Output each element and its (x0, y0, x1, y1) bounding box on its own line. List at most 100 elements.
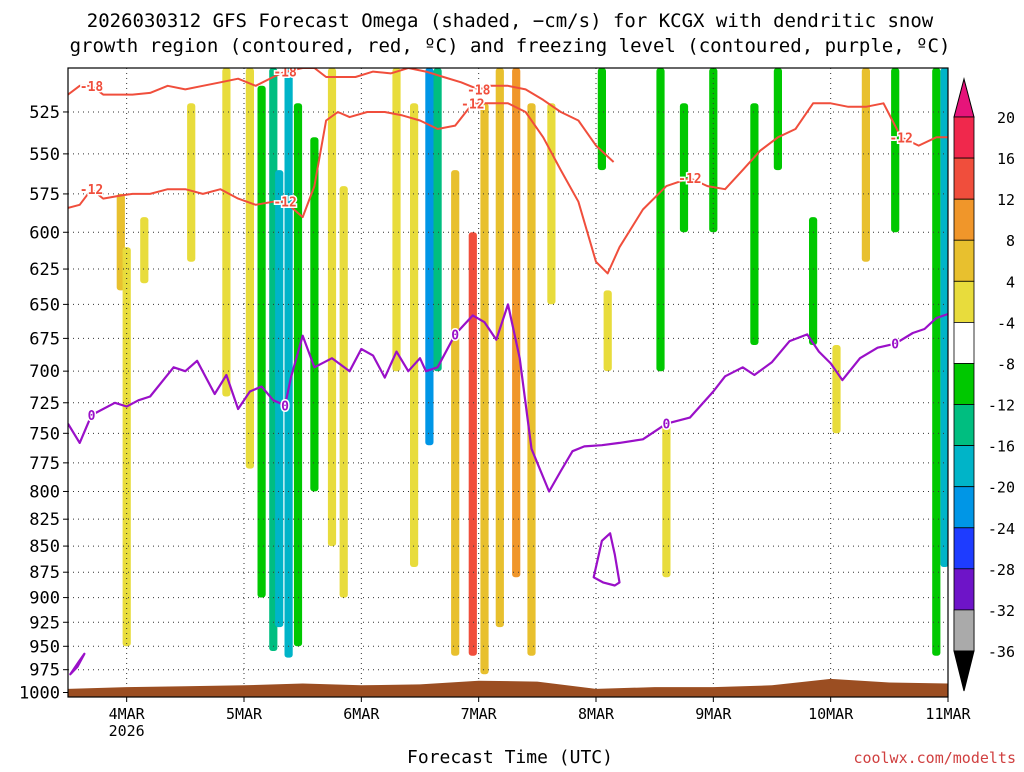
isotherm-label: -12 (80, 183, 103, 198)
y-tick-label: 575 (29, 185, 60, 205)
omega-shade (257, 85, 266, 598)
isotherm-label: -18 (467, 83, 491, 98)
colorbar-label: -12 (988, 397, 1015, 415)
omega-shade (187, 103, 196, 262)
x-tick-sublabel: 2026 (109, 722, 145, 740)
x-tick-label: 6MAR (343, 705, 380, 723)
omega-shade (932, 68, 941, 656)
omega-shade (480, 103, 489, 675)
isotherm-line (68, 68, 615, 163)
omega-shade (603, 290, 612, 372)
freezing-level-label: 0 (662, 418, 670, 433)
colorbar-overflow-triangle (953, 77, 975, 118)
omega-shade (327, 68, 337, 547)
colorbar-bin (953, 280, 975, 323)
x-tick-label: 5MAR (226, 705, 263, 723)
y-tick-label: 525 (29, 103, 60, 123)
x-tick-label: 11MAR (925, 705, 971, 723)
colorbar-label: -16 (988, 438, 1015, 456)
chart-title-line2: growth region (contoured, red, ºC) and f… (70, 35, 951, 57)
y-tick-label: 650 (29, 295, 60, 315)
colorbar-label: 20 (997, 109, 1015, 127)
colorbar-bin (953, 239, 975, 282)
omega-shade (468, 232, 477, 656)
colorbar-bin (953, 527, 975, 570)
y-tick-label: 675 (29, 329, 60, 349)
colorbar-label: -4 (997, 314, 1015, 332)
y-axis: 525 550 575 600 625 650 675 700 725 750 775 800 825 8… (19, 103, 68, 704)
colorbar-label: -8 (997, 356, 1015, 374)
plot-frame (67, 67, 949, 698)
isotherm-label: -12 (678, 172, 701, 187)
colorbar-bin (953, 157, 975, 200)
x-tick-label: 7MAR (461, 705, 498, 723)
isotherm-label: -12 (889, 131, 912, 146)
colorbar-bin (953, 363, 975, 405)
colorbar-bin (953, 568, 975, 611)
omega-shade (832, 345, 841, 434)
y-tick-label: 550 (29, 145, 60, 165)
y-tick-label: 625 (29, 260, 60, 280)
y-tick-label: 750 (29, 424, 60, 444)
omega-shade (679, 103, 689, 233)
freezing-level-label: 0 (451, 328, 459, 343)
omega-shade (275, 170, 284, 628)
y-tick-label: 825 (29, 510, 60, 530)
omega-shade (339, 186, 348, 598)
colorbar-label: 12 (997, 191, 1015, 209)
freezing-level-closed-contour (592, 532, 621, 587)
freezing-level-line (68, 303, 948, 493)
colorbar-bin (953, 609, 975, 652)
x-tick-label: 9MAR (695, 705, 732, 723)
y-tick-label: 850 (29, 537, 60, 557)
terrain-fill (68, 678, 948, 697)
colorbar-underflow-triangle (953, 650, 975, 692)
colorbar-label: -32 (988, 602, 1015, 620)
omega-shade (122, 247, 131, 647)
y-tick-label: 700 (29, 362, 60, 382)
y-tick-label: 875 (29, 563, 60, 583)
colorbar-bin (953, 486, 975, 529)
credit-text: coolwx.com/modelts (853, 749, 1016, 767)
omega-shade (495, 68, 504, 628)
colorbar-label: -36 (988, 643, 1015, 661)
x-axis-title: Forecast Time (UTC) (407, 747, 613, 768)
y-tick-label: 800 (29, 483, 60, 503)
isotherm-label: -12 (461, 97, 484, 112)
colorbar-bin (953, 116, 975, 159)
y-tick-label: 775 (29, 454, 60, 474)
isotherm-label: -12 (273, 196, 296, 211)
colorbar-legend: 20 16 12 8 4 -4 -8 -12 -16 -20 -24 -28 -32 -36 (953, 77, 1015, 692)
omega-shade (293, 103, 303, 647)
colorbar-label: 8 (1006, 232, 1015, 250)
x-tick-label: 4MAR (109, 705, 146, 723)
omega-shade (527, 103, 536, 656)
x-tick-label: 10MAR (808, 705, 854, 723)
omega-shade (410, 103, 419, 568)
freezing-level-label: 0 (891, 338, 899, 353)
y-tick-label: 925 (29, 613, 60, 633)
omega-shade (140, 217, 149, 284)
chart-title-line1: 2026030312 GFS Forecast Omega (shaded, −… (87, 10, 934, 32)
colorbar-label: -20 (988, 479, 1015, 497)
chart-title: 2026030312 GFS Forecast Omega (shaded, −… (70, 10, 951, 57)
omega-shade (940, 68, 948, 567)
y-tick-label: 975 (29, 661, 60, 681)
x-tick-label: 8MAR (578, 705, 615, 723)
omega-shade (773, 68, 782, 171)
omega-shade (222, 68, 231, 397)
omega-shade (425, 68, 434, 446)
isotherm-line (68, 102, 948, 275)
y-tick-label: 950 (29, 637, 60, 657)
y-tick-label: 725 (29, 394, 60, 414)
omega-shade (656, 68, 665, 372)
freezing-level-label: 0 (281, 399, 289, 414)
omega-shade (284, 68, 293, 658)
y-tick-label: 1000 (19, 684, 60, 704)
omega-shade (310, 137, 319, 492)
colorbar-label: 16 (997, 150, 1015, 168)
omega-shade (547, 103, 556, 305)
